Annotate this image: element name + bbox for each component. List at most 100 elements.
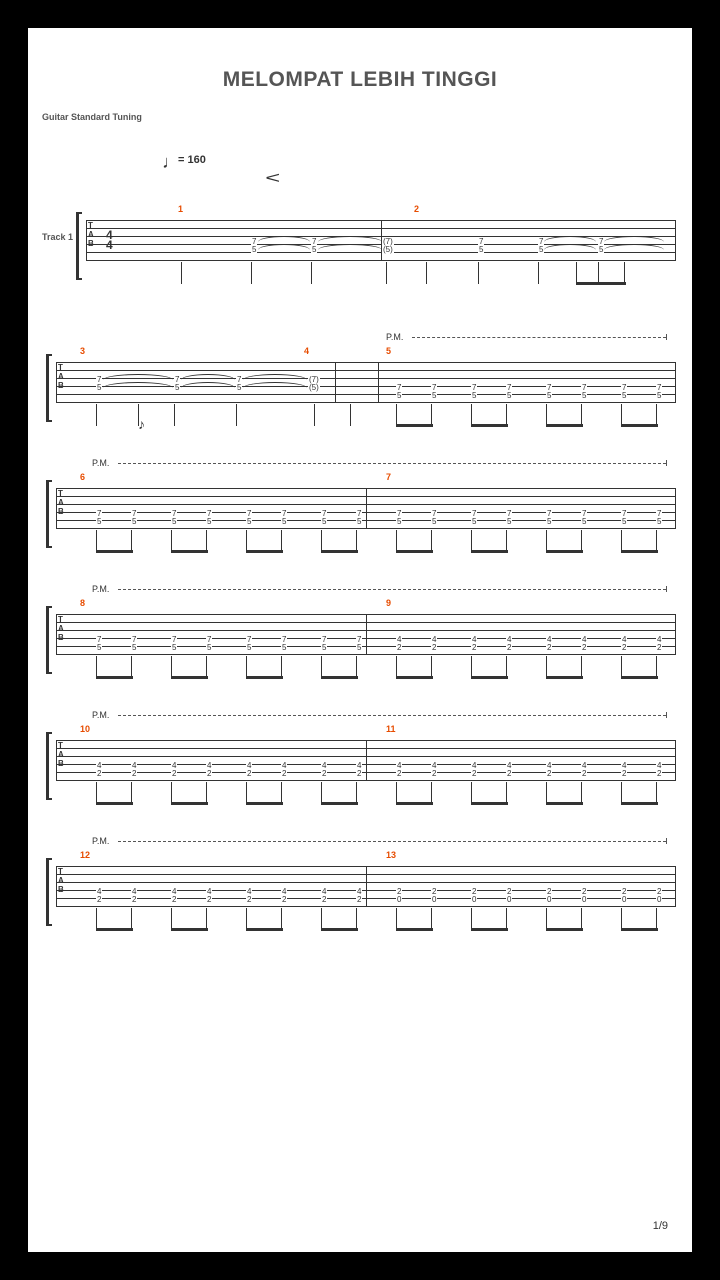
stem (656, 404, 657, 426)
fret-number: 5 (281, 644, 287, 652)
stem (478, 262, 479, 284)
stem (581, 656, 582, 678)
beam (246, 802, 283, 805)
fret-number: 5 (131, 518, 137, 526)
fret-number: 2 (621, 770, 627, 778)
fret-number: 2 (431, 644, 437, 652)
fret-number: 0 (506, 896, 512, 904)
fret-number: 5 (396, 392, 402, 400)
fret-number: 5 (598, 246, 604, 254)
stem (431, 404, 432, 426)
tie (258, 236, 310, 242)
tie (243, 374, 307, 380)
barline (56, 866, 57, 906)
pm-end (666, 586, 667, 592)
fret-number: 2 (506, 770, 512, 778)
fret-number: 2 (546, 770, 552, 778)
barline (56, 614, 57, 654)
stem (431, 530, 432, 552)
fret-number: 5 (538, 246, 544, 254)
stem (621, 782, 622, 804)
tie (604, 236, 664, 242)
barline (366, 866, 367, 906)
system-2: T A B345P.M.757575(7)(5)7575757575757575… (28, 324, 692, 444)
flag-icon: ♪ (138, 416, 145, 432)
beam (576, 282, 626, 285)
pm-line (118, 715, 666, 716)
fret-number: 5 (321, 644, 327, 652)
beam (396, 802, 433, 805)
barline (56, 488, 57, 528)
stem (321, 530, 322, 552)
beam (621, 802, 658, 805)
fret-number: 5 (431, 392, 437, 400)
pm-line (118, 841, 666, 842)
fret-number: 0 (471, 896, 477, 904)
tab-letters: T A B (58, 741, 64, 768)
pm-label: P.M. (386, 332, 403, 342)
beam (171, 928, 208, 931)
stem (281, 908, 282, 930)
beam (621, 424, 658, 427)
tab-letters: T A B (58, 363, 64, 390)
measure-number: 1 (178, 204, 183, 214)
beam (246, 928, 283, 931)
stem (506, 404, 507, 426)
tab-letters: T A B (58, 615, 64, 642)
fret-number: 0 (546, 896, 552, 904)
stem (471, 908, 472, 930)
stem (350, 404, 351, 426)
pm-end (666, 460, 667, 466)
time-signature: 44 (106, 230, 113, 250)
measure-number: 8 (80, 598, 85, 608)
stem (251, 262, 252, 284)
stem (356, 782, 357, 804)
stem (621, 908, 622, 930)
stem (396, 530, 397, 552)
tie (103, 374, 173, 380)
measure-number: 5 (386, 346, 391, 356)
stem (396, 782, 397, 804)
stem (598, 262, 599, 284)
measure-number: 7 (386, 472, 391, 482)
stem (96, 782, 97, 804)
stem (546, 404, 547, 426)
fret-number: 2 (431, 770, 437, 778)
fret-number: 2 (546, 644, 552, 652)
barline (378, 362, 379, 402)
tie (243, 382, 307, 388)
stem (321, 656, 322, 678)
stem (281, 782, 282, 804)
fret-number: 5 (356, 518, 362, 526)
stem (131, 656, 132, 678)
page: MELOMPAT LEBIH TINGGI Guitar Standard Tu… (28, 28, 692, 1252)
track-label: Track 1 (42, 232, 73, 242)
barline (675, 362, 676, 402)
stem (621, 404, 622, 426)
fret-number: 5 (581, 392, 587, 400)
beam (396, 550, 433, 553)
beam (96, 928, 133, 931)
bracket (46, 606, 52, 674)
measure-number: 13 (386, 850, 396, 860)
fret-number: 2 (206, 770, 212, 778)
beam (471, 550, 508, 553)
fret-number: 5 (246, 518, 252, 526)
beam (321, 550, 358, 553)
tie (544, 244, 596, 250)
fret-number: 0 (621, 896, 627, 904)
stem (538, 262, 539, 284)
fret-number: (5) (382, 246, 394, 254)
fret-number: 5 (471, 518, 477, 526)
pm-line (118, 589, 666, 590)
stem (96, 530, 97, 552)
barline (675, 488, 676, 528)
pm-label: P.M. (92, 710, 109, 720)
system-6: T A B1213P.M.424242424242424220202020202… (28, 828, 692, 948)
stem (471, 530, 472, 552)
stem (621, 656, 622, 678)
stem (546, 908, 547, 930)
stem (581, 530, 582, 552)
fret-number: 5 (581, 518, 587, 526)
stem (386, 262, 387, 284)
